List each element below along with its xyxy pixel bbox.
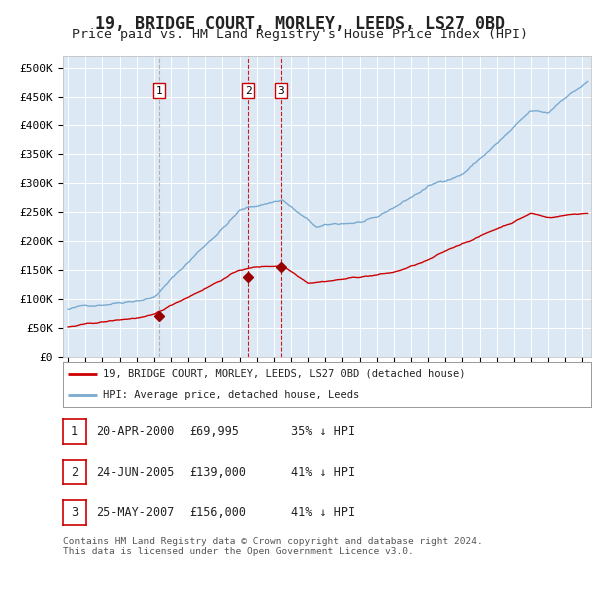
Text: £139,000: £139,000 [189, 466, 246, 478]
Text: HPI: Average price, detached house, Leeds: HPI: Average price, detached house, Leed… [103, 390, 359, 400]
Text: 2: 2 [71, 466, 78, 478]
Text: £156,000: £156,000 [189, 506, 246, 519]
Text: Contains HM Land Registry data © Crown copyright and database right 2024.
This d: Contains HM Land Registry data © Crown c… [63, 537, 483, 556]
Text: 3: 3 [71, 506, 78, 519]
Text: 25-MAY-2007: 25-MAY-2007 [96, 506, 175, 519]
Text: £69,995: £69,995 [189, 425, 239, 438]
Text: 41% ↓ HPI: 41% ↓ HPI [291, 466, 355, 478]
Text: 19, BRIDGE COURT, MORLEY, LEEDS, LS27 0BD: 19, BRIDGE COURT, MORLEY, LEEDS, LS27 0B… [95, 15, 505, 33]
Text: 24-JUN-2005: 24-JUN-2005 [96, 466, 175, 478]
Text: 35% ↓ HPI: 35% ↓ HPI [291, 425, 355, 438]
Text: Price paid vs. HM Land Registry's House Price Index (HPI): Price paid vs. HM Land Registry's House … [72, 28, 528, 41]
Text: 1: 1 [71, 425, 78, 438]
Text: 1: 1 [155, 86, 163, 96]
Text: 19, BRIDGE COURT, MORLEY, LEEDS, LS27 0BD (detached house): 19, BRIDGE COURT, MORLEY, LEEDS, LS27 0B… [103, 369, 465, 379]
Text: 2: 2 [245, 86, 251, 96]
Text: 20-APR-2000: 20-APR-2000 [96, 425, 175, 438]
Text: 41% ↓ HPI: 41% ↓ HPI [291, 506, 355, 519]
Text: 3: 3 [278, 86, 284, 96]
